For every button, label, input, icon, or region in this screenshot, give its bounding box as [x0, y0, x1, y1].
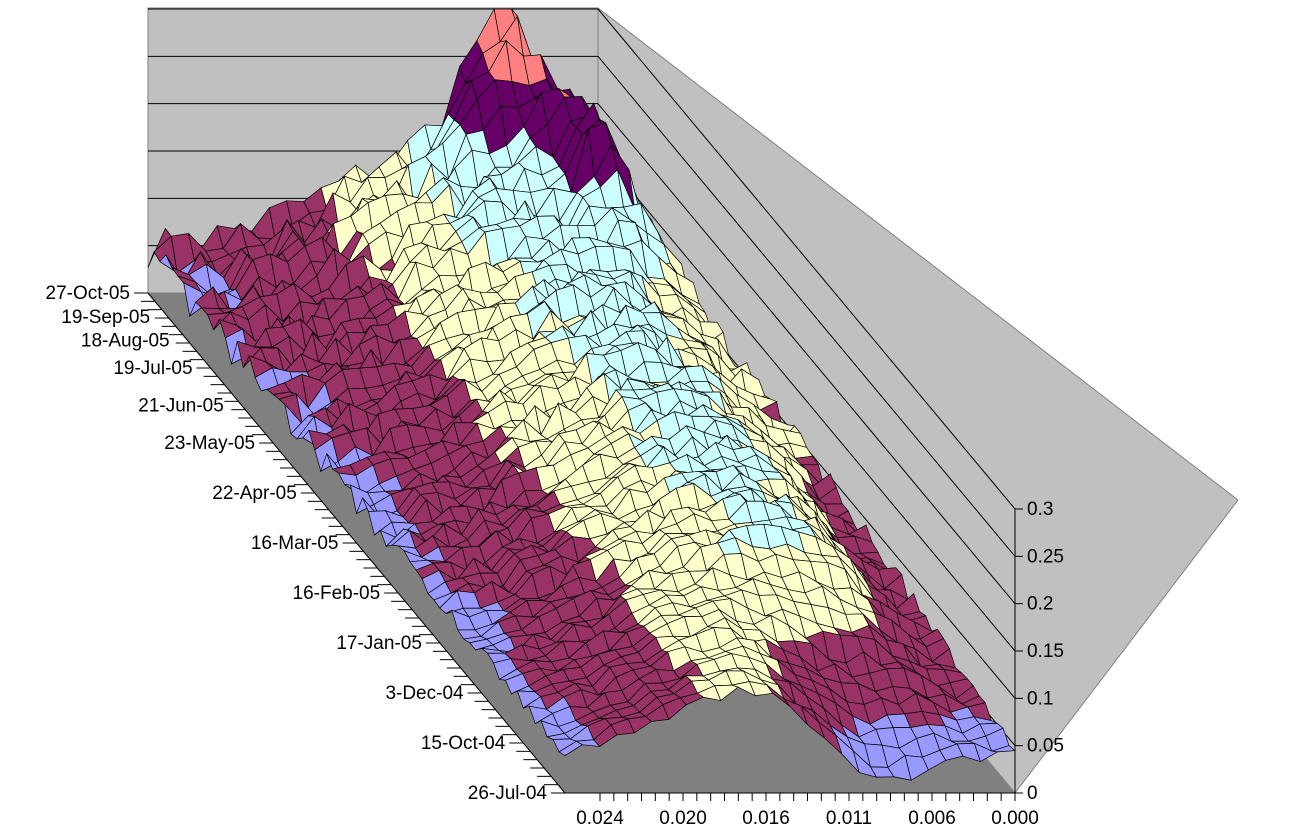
z-tick-label: 0	[1027, 783, 1038, 804]
gridline	[597, 150, 1016, 652]
x-tick-label: 0.000	[991, 808, 1039, 829]
x-tick-label: 0.011	[826, 808, 872, 829]
x-tick-label: 0.020	[659, 808, 707, 829]
x-tick-label: 0.006	[908, 808, 956, 829]
x-axis: 0.024 0.020 0.016 0.011 0.006 0.000	[565, 792, 1039, 829]
date-tick-label: 15-Oct-04	[421, 733, 506, 754]
z-tick-label: 0.3	[1027, 499, 1053, 520]
date-tick-label: 16-Mar-05	[251, 533, 339, 554]
z-tick-label: 0.25	[1027, 546, 1064, 567]
date-tick-label: 16-Feb-05	[293, 583, 381, 604]
surface-plot	[147, 7, 1016, 781]
date-tick-label: 18-Aug-05	[81, 331, 170, 352]
date-axis: 26-Jul-04 15-Oct-04 3-Dec-04 17-Jan-05 16-Fe…	[46, 283, 566, 804]
date-tick-label: 17-Jan-05	[336, 633, 422, 654]
z-tick-label: 0.15	[1027, 641, 1064, 662]
gridline	[597, 56, 1016, 557]
date-tick-label: 26-Jul-04	[468, 783, 548, 804]
z-axis: 0 0.05 0.1 0.15 0.2 0.25 0.3	[1014, 499, 1064, 804]
x-tick-label: 0.024	[576, 808, 624, 829]
gridline	[597, 8, 1016, 510]
z-tick-label: 0.2	[1027, 594, 1053, 615]
date-tick-label: 21-Jun-05	[138, 396, 224, 417]
date-tick-label: 27-Oct-05	[46, 283, 130, 304]
gridline	[597, 103, 1016, 604]
z-tick-label: 0.05	[1027, 736, 1064, 757]
x-tick-label: 0.016	[742, 808, 790, 829]
date-tick-label: 22-Apr-05	[212, 483, 297, 504]
date-tick-label: 19-Sep-05	[61, 307, 150, 328]
date-tick-label: 19-Jul-05	[113, 358, 192, 379]
date-tick-label: 3-Dec-04	[385, 683, 464, 704]
date-tick-label: 23-May-05	[164, 433, 255, 454]
z-tick-label: 0.1	[1027, 688, 1053, 709]
